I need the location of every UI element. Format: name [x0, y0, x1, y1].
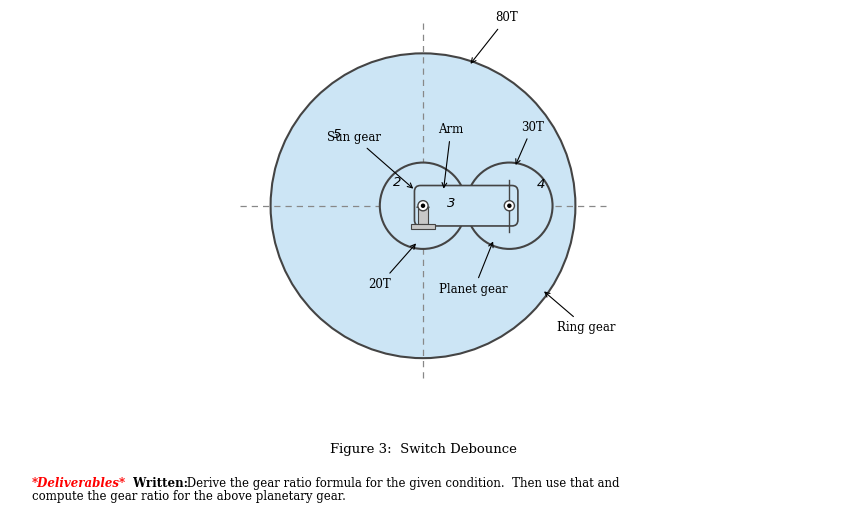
Text: Ring gear: Ring gear	[545, 292, 616, 334]
Text: Sun gear: Sun gear	[327, 131, 412, 188]
Circle shape	[271, 53, 575, 358]
Circle shape	[421, 204, 425, 207]
Text: Arm: Arm	[438, 123, 464, 187]
Text: 30T: 30T	[516, 120, 544, 164]
Text: 5: 5	[332, 128, 341, 141]
Text: Derive the gear ratio formula for the given condition.  Then use that and: Derive the gear ratio formula for the gi…	[183, 477, 619, 490]
Text: 4: 4	[536, 178, 545, 191]
Circle shape	[504, 201, 514, 211]
Text: 2: 2	[393, 176, 402, 189]
Circle shape	[466, 163, 552, 249]
Text: 3: 3	[447, 197, 455, 210]
Circle shape	[380, 163, 466, 249]
Polygon shape	[416, 206, 430, 207]
Bar	[411, 224, 435, 229]
Text: 20T: 20T	[369, 244, 415, 291]
Text: Figure 3:  Switch Debounce: Figure 3: Switch Debounce	[330, 443, 516, 456]
Circle shape	[508, 204, 511, 207]
Text: compute the gear ratio for the above planetary gear.: compute the gear ratio for the above pla…	[32, 490, 346, 503]
Bar	[419, 207, 427, 224]
Text: Written:: Written:	[129, 477, 189, 490]
FancyBboxPatch shape	[415, 185, 518, 226]
Text: *Deliverables*: *Deliverables*	[32, 477, 126, 490]
Circle shape	[418, 201, 428, 211]
Text: Planet gear: Planet gear	[439, 242, 508, 296]
Text: 80T: 80T	[471, 11, 519, 63]
